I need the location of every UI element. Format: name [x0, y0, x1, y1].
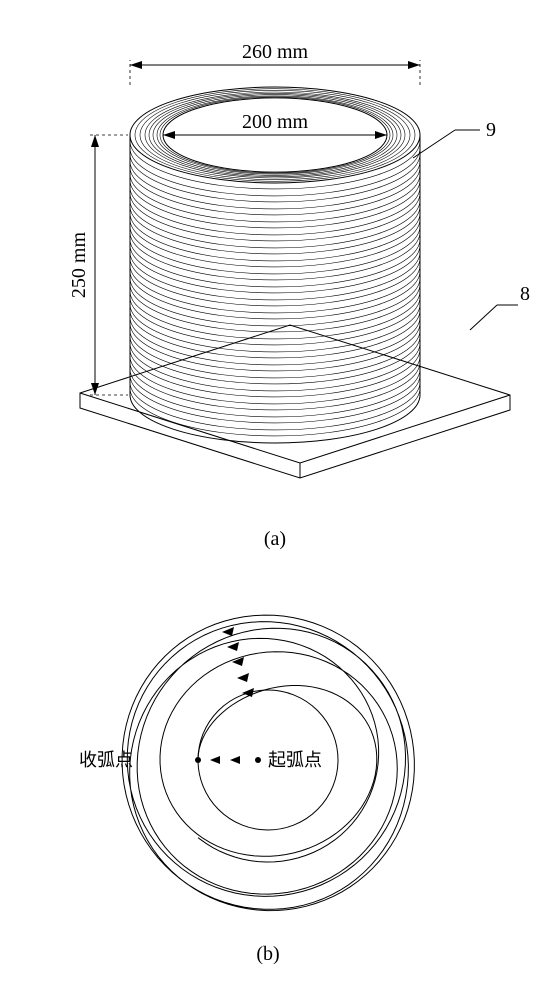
dim-inner-diameter-label: 200 mm [242, 111, 309, 133]
arc-points: 收弧点 起弧点 [79, 750, 322, 770]
figure-a: 260 mm 200 mm 250 mm 9 8 [68, 41, 530, 550]
figure-a-caption: (a) [264, 528, 286, 550]
callout-8: 8 [470, 283, 530, 330]
base-plate [80, 325, 510, 478]
dim-outer-diameter: 260 mm [130, 41, 420, 85]
callout-9: 9 [413, 119, 496, 158]
callout-8-label: 8 [520, 283, 530, 305]
dim-height-label: 250 mm [68, 232, 90, 299]
cylinder [130, 87, 420, 443]
dim-inner-diameter: 200 mm [163, 111, 387, 139]
figure-b-caption: (b) [256, 943, 279, 965]
layer-arcs [130, 141, 420, 436]
dim-outer-diameter-label: 260 mm [242, 41, 309, 63]
callout-9-label: 9 [486, 119, 496, 141]
end-point-label: 收弧点 [79, 750, 133, 770]
figure-canvas: 260 mm 200 mm 250 mm 9 8 [0, 0, 536, 1000]
figure-b: 收弧点 起弧点 (b) [79, 615, 414, 965]
start-point-label: 起弧点 [268, 750, 322, 770]
dim-height: 250 mm [68, 135, 128, 395]
